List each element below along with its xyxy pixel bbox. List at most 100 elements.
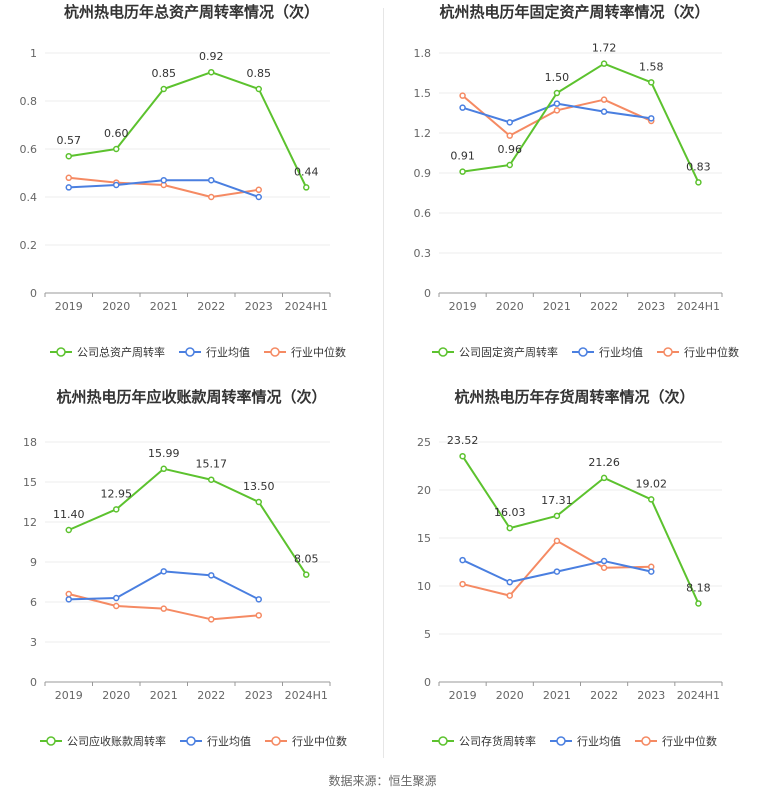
data-label: 0.91 <box>450 150 475 163</box>
y-tick-label: 1.2 <box>414 127 432 140</box>
data-point-industry-median <box>600 564 608 572</box>
x-tick-label: 2024H1 <box>285 300 328 313</box>
x-tick-label: 2020 <box>102 689 130 702</box>
data-point-company <box>648 79 655 86</box>
data-label: 1.50 <box>545 71 570 84</box>
data-point-company <box>65 526 72 534</box>
data-point-company <box>303 184 310 191</box>
x-tick-label: 2020 <box>496 300 524 313</box>
panel-divider <box>383 8 384 758</box>
data-label: 23.52 <box>447 434 479 447</box>
legend-swatch-marker <box>271 736 281 746</box>
y-tick-label: 0.4 <box>20 191 38 204</box>
data-point-industry-avg <box>160 176 167 184</box>
data-point-company <box>303 571 310 578</box>
y-tick-label: 0.6 <box>20 143 38 156</box>
y-tick-label: 1.8 <box>414 47 432 60</box>
data-point-company <box>160 85 167 93</box>
data-point-company <box>459 168 466 175</box>
data-point-industry-median <box>208 616 215 623</box>
legend-label: 行业均值 <box>206 346 250 359</box>
y-tick-label: 6 <box>30 596 37 609</box>
x-tick-label: 2023 <box>637 689 665 702</box>
data-point-industry-median <box>459 580 466 588</box>
x-tick-label: 2021 <box>150 689 178 702</box>
chart-svg-0: 杭州热电历年总资产周转率情况（次） 0 0.2 0.4 0.6 0.8 1 2019 2020 2… <box>20 3 347 359</box>
y-tick-label: 18 <box>23 436 37 449</box>
legend-label: 公司应收账款周转率 <box>67 734 166 748</box>
series-line-industry-median <box>462 539 652 597</box>
y-tick-label: 0.9 <box>414 167 432 180</box>
data-point-company <box>506 161 513 169</box>
legend-swatch-marker <box>438 347 448 357</box>
y-tick-label: 0.8 <box>20 95 38 108</box>
x-tick-label: 2023 <box>245 689 273 702</box>
data-label: 0.85 <box>152 67 177 80</box>
data-point-company <box>255 498 262 506</box>
data-point-company <box>459 452 466 460</box>
x-tick-label: 2022 <box>197 689 225 702</box>
data-point-industry-median <box>255 186 262 194</box>
data-point-industry-median <box>506 132 513 139</box>
chart-title: 杭州热电历年应收账款周转率情况（次） <box>56 388 326 406</box>
chart-receivables-turnover: 杭州热电历年应收账款周转率情况（次） 0 3 6 9 12 15 18 2019 2020 2021… <box>0 385 383 765</box>
data-label: 0.92 <box>199 50 224 63</box>
data-point-industry-median <box>113 602 120 610</box>
data-label: 0.44 <box>294 165 319 178</box>
data-point-industry-avg <box>506 578 513 586</box>
y-tick-label: 12 <box>23 516 37 529</box>
data-point-industry-avg <box>208 176 215 184</box>
data-point-industry-avg <box>65 596 72 603</box>
data-point-company <box>648 496 655 503</box>
data-point-company <box>553 89 561 97</box>
chart-svg-1: 杭州热电历年固定资产周转率情况（次） 0 0.3 0.6 0.9 1.2 1.5 1.8 201… <box>414 3 740 359</box>
data-point-industry-avg <box>600 108 608 115</box>
data-point-industry-avg <box>459 104 466 111</box>
data-point-industry-avg <box>459 556 466 564</box>
data-label: 13.50 <box>243 480 275 493</box>
data-point-industry-median <box>459 92 466 99</box>
series-line-company <box>68 71 308 188</box>
x-tick-label: 2019 <box>55 300 83 313</box>
y-tick-label: 5 <box>424 628 431 641</box>
data-point-company <box>255 85 262 93</box>
data-point-company <box>208 68 215 76</box>
data-label: 17.31 <box>541 494 573 507</box>
y-tick-label: 1 <box>30 47 37 60</box>
data-point-industry-avg <box>648 115 655 122</box>
series-line-industry-avg <box>68 570 260 601</box>
legend-swatch-marker <box>438 736 448 746</box>
data-label: 21.26 <box>588 456 620 469</box>
x-tick-label: 2019 <box>449 300 477 313</box>
x-tick-label: 2024H1 <box>285 689 328 702</box>
data-point-industry-avg <box>506 119 513 126</box>
data-label: 8.05 <box>294 553 319 566</box>
y-tick-label: 15 <box>417 532 431 545</box>
x-tick-label: 2020 <box>102 300 130 313</box>
data-label: 16.03 <box>494 506 526 519</box>
data-label: 0.83 <box>686 160 711 173</box>
x-tick-label: 2021 <box>543 300 571 313</box>
data-label: 15.17 <box>196 458 228 471</box>
legend-swatch-marker <box>556 736 566 746</box>
y-tick-label: 1.5 <box>414 87 432 100</box>
legend-swatch-marker <box>185 347 195 357</box>
legend-label: 行业均值 <box>577 735 621 748</box>
x-tick-label: 2021 <box>150 300 178 313</box>
legend-swatch-marker <box>578 347 588 357</box>
y-tick-label: 0.3 <box>414 247 432 260</box>
chart-title: 杭州热电历年固定资产周转率情况（次） <box>439 3 709 21</box>
x-tick-label: 2022 <box>590 689 618 702</box>
data-point-company <box>113 145 120 153</box>
data-label: 12.95 <box>101 487 133 500</box>
data-point-industry-avg <box>553 568 561 575</box>
data-label: 1.58 <box>639 60 664 73</box>
data-point-company <box>160 465 167 473</box>
legend-swatch-marker <box>270 347 280 357</box>
chart-svg-2: 杭州热电历年应收账款周转率情况（次） 0 3 6 9 12 15 18 2019 2020 2021… <box>23 388 347 748</box>
legend-label: 行业均值 <box>207 735 251 748</box>
x-tick-label: 2024H1 <box>677 689 720 702</box>
legend-swatch-marker <box>46 736 56 746</box>
data-point-industry-median <box>208 193 215 201</box>
data-point-industry-avg <box>648 568 655 575</box>
